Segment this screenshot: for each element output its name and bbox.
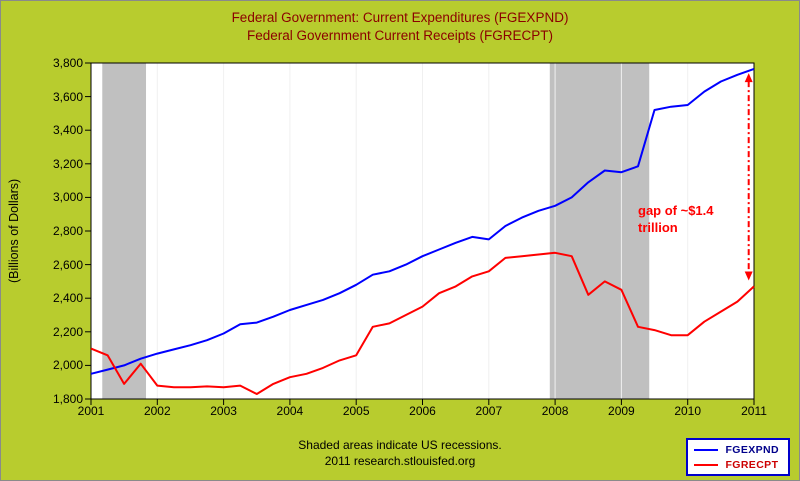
- legend-line-sample-fgexpnd: [694, 448, 719, 451]
- legend-line-sample-fgrecpt: [694, 463, 719, 466]
- y-tick-label: 3,800: [52, 56, 83, 70]
- y-tick-label: 2,800: [52, 224, 83, 238]
- series-fgexpnd: [90, 67, 755, 375]
- recession-band: [549, 63, 650, 399]
- plot-area: [85, 62, 755, 405]
- x-tick-label: 2004: [276, 404, 304, 418]
- y-axis-label: (Billions of Dollars): [7, 178, 21, 284]
- y-tick-label: 2,400: [52, 291, 83, 306]
- recession-note: Shaded areas indicate US recessions.: [298, 438, 502, 452]
- gap-arrow-head-top: [744, 73, 753, 83]
- source-note: 2011 research.stlouisfed.org: [324, 454, 476, 468]
- chart-title-line2: Federal Government Current Receipts (FGR…: [246, 28, 554, 43]
- gap-annotation-label: gap of ~$1.4 trillion: [638, 202, 714, 236]
- y-tick-label: 2,200: [52, 324, 83, 339]
- x-tick-label: 2002: [143, 404, 171, 418]
- y-tick-label: 3,400: [52, 123, 83, 138]
- x-tick-label: 2009: [608, 404, 635, 418]
- y-tick-label: 3,000: [52, 190, 83, 205]
- y-tick-label: 2,600: [52, 257, 83, 272]
- x-tick-label: 2001: [77, 404, 105, 418]
- x-tick-label: 2010: [674, 404, 702, 418]
- legend-item-fgrecpt: FGRECPT: [694, 457, 779, 472]
- y-tick-label: 3,600: [52, 89, 83, 104]
- legend-item-fgexpnd: FGEXPND: [694, 442, 779, 457]
- legend: FGEXPND FGRECPT: [686, 438, 790, 476]
- legend-label-fgexpnd: FGEXPND: [725, 443, 779, 456]
- recession-band: [102, 63, 147, 399]
- x-tick-label: 2005: [342, 404, 370, 418]
- x-tick-label: 2006: [409, 404, 436, 418]
- y-tick-label: 3,200: [52, 156, 83, 171]
- y-tick-label: 2,000: [52, 358, 83, 373]
- x-tick-label: 2008: [541, 404, 569, 418]
- chart-title-line1: Federal Government: Current Expenditures…: [231, 10, 569, 25]
- x-tick-label: 2007: [475, 404, 503, 418]
- gap-annotation-line2: trillion: [638, 220, 678, 235]
- x-tick-label: 2003: [210, 404, 237, 418]
- x-tick-label: 2011: [741, 404, 767, 418]
- series-fgrecpt: [90, 251, 755, 395]
- legend-label-fgrecpt: FGRECPT: [725, 458, 779, 471]
- plot-border: [90, 62, 755, 400]
- y-tick-label: 1,800: [52, 392, 83, 406]
- gap-arrow-head-bottom: [744, 271, 753, 281]
- gap-annotation-line1: gap of ~$1.4: [638, 203, 714, 218]
